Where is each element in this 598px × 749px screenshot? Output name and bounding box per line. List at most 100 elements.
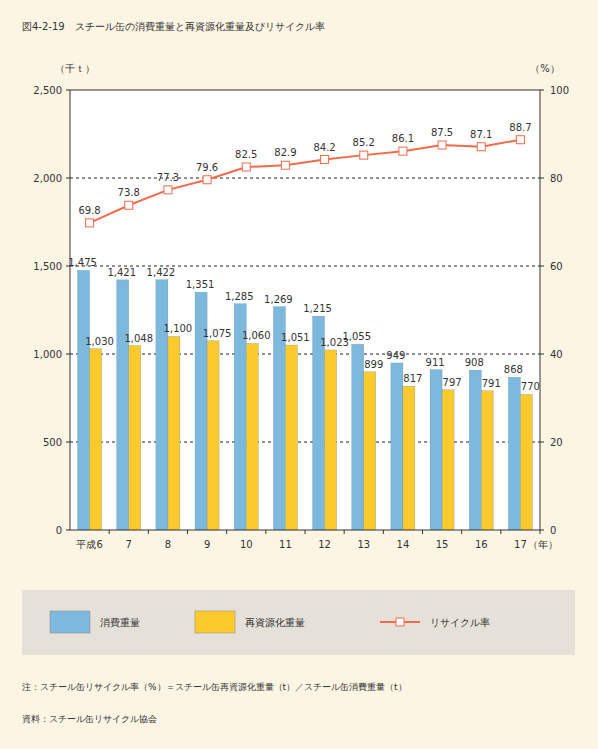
data-label: 1,351 (186, 279, 215, 290)
bar (129, 346, 141, 530)
y-tick-label: 2,000 (33, 173, 62, 184)
y2-tick (540, 266, 544, 267)
bar (156, 280, 168, 530)
y-tick (66, 178, 70, 179)
x-tick-label: 7 (126, 539, 132, 550)
data-label: 1,048 (124, 333, 153, 344)
bar (168, 336, 180, 530)
data-label: 1,269 (264, 294, 293, 305)
bar (481, 391, 493, 530)
y-tick-label: 2,500 (33, 85, 62, 96)
data-label: 791 (482, 378, 501, 389)
bar (508, 377, 520, 530)
bar (78, 270, 90, 530)
x-tick-label: 16 (475, 539, 488, 550)
bar (430, 370, 442, 530)
grid-line (70, 178, 540, 179)
x-tick-label: 14 (397, 539, 410, 550)
data-label: 87.1 (470, 129, 492, 140)
x-tick (148, 530, 149, 534)
data-label: 84.2 (313, 142, 335, 153)
data-label: 1,075 (203, 328, 232, 339)
marker (321, 156, 329, 164)
bar (246, 343, 258, 530)
data-label: 1,475 (68, 257, 97, 268)
x-tick-label: 12 (318, 539, 331, 550)
marker (399, 147, 407, 155)
bar (207, 341, 219, 530)
marker (281, 161, 289, 169)
y2-tick-label: 20 (550, 437, 563, 448)
marker (360, 151, 368, 159)
data-label: 77.3 (157, 172, 179, 183)
data-label: 1,421 (107, 267, 136, 278)
data-label: 899 (364, 359, 383, 370)
x-tick-label: 11 (279, 539, 292, 550)
data-label: 1,215 (303, 303, 332, 314)
bar (90, 349, 102, 530)
legend-swatch (50, 611, 90, 633)
note: 資料：スチール缶リサイクル協会 (22, 714, 157, 724)
bar (469, 370, 481, 530)
marker (516, 136, 524, 144)
legend: 消費重量 再資源化重量 リサイクル率 (22, 590, 575, 655)
x-axis-label: （年） (528, 539, 558, 550)
data-label: 1,030 (85, 336, 114, 347)
y2-tick-label: 100 (550, 85, 569, 96)
bar (117, 280, 129, 530)
data-label: 85.2 (353, 137, 375, 148)
data-label: 1,060 (242, 330, 271, 341)
data-label: 82.9 (274, 147, 296, 158)
bar (442, 390, 454, 530)
bar (403, 386, 415, 530)
legend-label: 再資源化重量 (245, 617, 305, 628)
y-tick (66, 530, 70, 531)
x-tick (422, 530, 423, 534)
marker (203, 176, 211, 184)
bar (391, 363, 403, 530)
x-tick-label: 17 (514, 539, 527, 550)
x-tick (540, 530, 541, 534)
data-label: 911 (426, 357, 445, 368)
y2-tick (540, 90, 544, 91)
y-axis-label: （千ｔ） (55, 63, 95, 74)
data-label: 82.5 (235, 149, 257, 160)
x-tick (383, 530, 384, 534)
data-label: 69.8 (78, 205, 100, 216)
data-label: 949 (386, 350, 405, 361)
y-tick (66, 354, 70, 355)
legend-label: リサイクル率 (430, 617, 490, 628)
data-label: 1,100 (164, 323, 193, 334)
x-tick-label: 15 (436, 539, 449, 550)
marker (125, 201, 133, 209)
bar (352, 344, 364, 530)
y2-tick-label: 80 (550, 173, 563, 184)
y2-tick-label: 40 (550, 349, 563, 360)
y2-tick (540, 442, 544, 443)
y-tick-label: 500 (43, 437, 62, 448)
data-label: 770 (521, 381, 540, 392)
y2-tick (540, 178, 544, 179)
marker (477, 143, 485, 151)
plot-area (70, 90, 540, 530)
y-tick-label: 1,500 (33, 261, 62, 272)
marker (164, 186, 172, 194)
data-label: 1,023 (320, 337, 349, 348)
x-tick (265, 530, 266, 534)
chart: 図4-2-19 スチール缶の消費重量と再資源化重量及びリサイクル率05001,0… (0, 0, 598, 749)
y2-tick (540, 530, 544, 531)
x-tick (305, 530, 306, 534)
data-label: 797 (443, 377, 462, 388)
grid-line (70, 266, 540, 267)
data-label: 817 (403, 373, 422, 384)
legend-marker (396, 618, 404, 626)
data-label: 1,422 (147, 267, 176, 278)
bar (285, 345, 297, 530)
line (90, 140, 521, 223)
title: 図4-2-19 スチール缶の消費重量と再資源化重量及びリサイクル率 (22, 21, 325, 32)
bar (313, 316, 325, 530)
note: 注：スチール缶リサイクル率（%）＝スチール缶再資源化重量（t）／スチール缶消費重… (22, 682, 407, 692)
y2-tick (540, 354, 544, 355)
legend-label: 消費重量 (100, 617, 140, 628)
data-label: 868 (504, 364, 523, 375)
